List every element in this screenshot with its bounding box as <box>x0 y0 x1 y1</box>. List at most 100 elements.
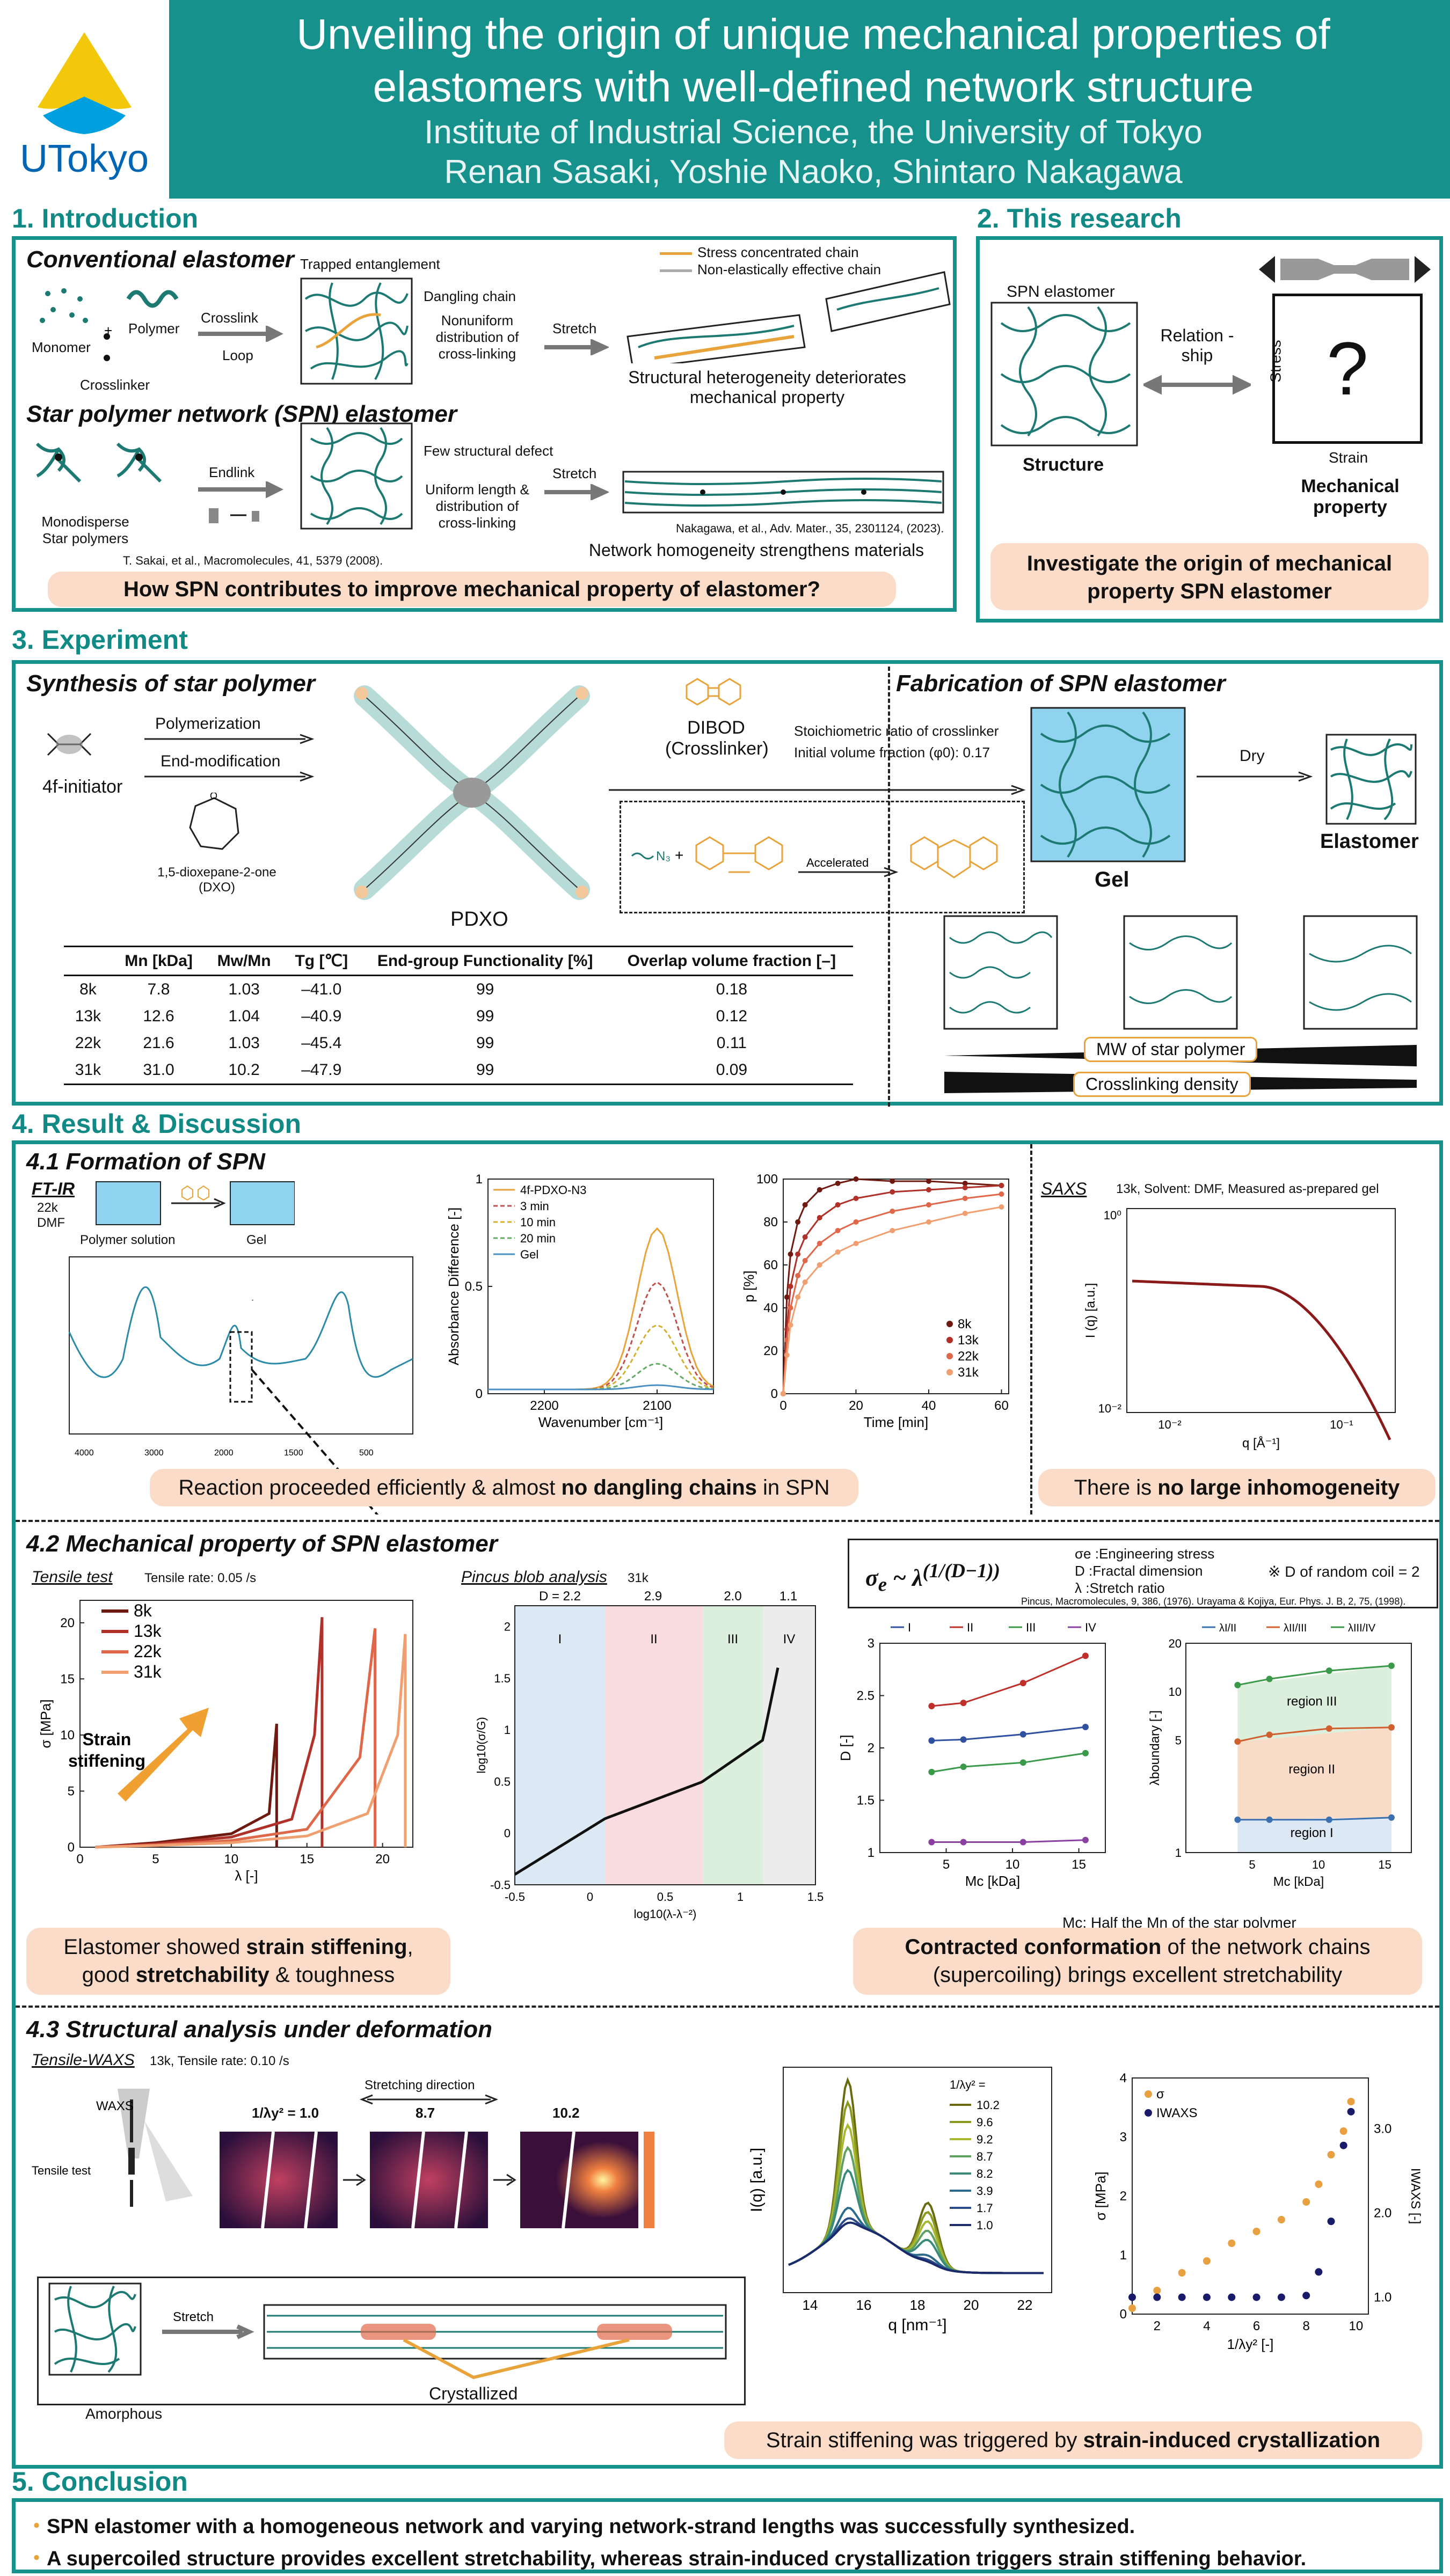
table-row: 31k 31.0 10.2 –47.9 99 0.09 <box>75 1061 748 1079</box>
stretch-direction-label: Stretching direction <box>365 2078 475 2092</box>
crosslink-density-label: Crosslinking density <box>1073 1072 1251 1097</box>
legend-label-8k: 8k <box>958 1317 972 1331</box>
series-line <box>1237 1726 1391 1743</box>
sigma-point <box>1339 2127 1347 2135</box>
intro-box: Conventional elastomer + Monomer Polymer… <box>12 236 957 612</box>
y-tick-label: 5 <box>68 1784 75 1798</box>
svg-text:+: + <box>104 323 112 339</box>
s42-conclusion-b: Contracted conformation of the network c… <box>853 1928 1422 1995</box>
iwaxs-point <box>1302 2292 1310 2300</box>
strain-stiffening-label-1: Strain <box>83 1730 132 1749</box>
x-tick-label: 2 <box>1154 2319 1161 2333</box>
heterogeneity-statement: Structural heterogeneity deteriorates me… <box>628 368 906 407</box>
y-tick-label: 0.5 <box>465 1279 483 1294</box>
x-tick-label: 1 <box>737 1890 744 1904</box>
x-tick-label: 60 <box>994 1399 1009 1413</box>
dry-arrow <box>1197 771 1313 782</box>
iq-legend-label: 1.0 <box>977 2219 993 2232</box>
monodisperse-label: Monodisperse Star polymers <box>41 514 129 546</box>
experiment-divider <box>888 667 890 1107</box>
y-tick-label: 1.5 <box>857 1794 875 1808</box>
x-tick-label: 10⁻² <box>1158 1418 1181 1431</box>
y-tick-label: 2 <box>504 1620 511 1634</box>
authors: Renan Sasaki, Yoshie Naoko, Shintaro Nak… <box>444 153 1183 191</box>
x-axis-label: q [nm⁻¹] <box>888 2316 946 2334</box>
data-point <box>802 1258 808 1263</box>
legend-label-iwaxs: IWAXS <box>1156 2106 1197 2120</box>
iq-legend-title: 1/λy² = <box>950 2078 986 2091</box>
sigma-point <box>1327 2151 1335 2158</box>
iwaxs-point <box>1203 2293 1211 2301</box>
y-tick-label: -0.5 <box>490 1878 511 1892</box>
legend-label: λI/II <box>1219 1622 1236 1634</box>
conventional-network-icon <box>300 277 413 385</box>
data-point <box>817 1215 822 1220</box>
fabrication-heading: Fabrication of SPN elastomer <box>896 670 1226 697</box>
data-point <box>802 1279 808 1285</box>
mech-property-box: ? <box>1272 294 1423 444</box>
ftir-label: FT-IR <box>32 1179 75 1198</box>
conversion-chart: 0 20 40 60 0 20 40 60 80 100 Time [min] p [%] 8k 13k2… <box>741 1172 1009 1430</box>
x-axis-label: Mc [kDa] <box>1273 1875 1324 1889</box>
legend-noneff: Non-elastically effective chain <box>660 261 881 278</box>
logo-text: UTokyo <box>20 137 149 180</box>
conclusion-point-2: ・A supercoiled structure provides excell… <box>26 2548 1307 2570</box>
table-head-overlap: Overlap volume fraction [–] <box>610 946 853 976</box>
data-point <box>784 1352 790 1358</box>
y-tick-label: 15 <box>60 1672 75 1686</box>
legend-label-31k: 31k <box>134 1662 162 1681</box>
data-point <box>1388 1662 1395 1669</box>
y-tick-label: 1 <box>476 1172 483 1187</box>
legend-label-22k: 22k <box>134 1642 162 1661</box>
svg-text:3000: 3000 <box>144 1448 164 1458</box>
data-point <box>835 1249 841 1255</box>
saxs-condition: 13k, Solvent: DMF, Measured as-prepared … <box>1116 1182 1379 1196</box>
ftir-condition: 22k DMF <box>37 1201 65 1230</box>
reference-2: Nakagawa, et al., Adv. Mater., 35, 23011… <box>676 522 944 535</box>
data-point <box>817 1262 822 1268</box>
gel-label: Gel <box>1095 868 1130 891</box>
region-band-I <box>515 1606 605 1885</box>
region-label: III <box>727 1632 738 1646</box>
data-point <box>1325 1725 1332 1732</box>
data-point <box>1266 1731 1273 1738</box>
svg-text:+: + <box>675 847 683 863</box>
legend-label-8k: 8k <box>134 1601 152 1620</box>
plot-frame <box>783 2067 1052 2293</box>
data-point <box>853 1176 859 1182</box>
y-tick-label: 60 <box>763 1258 778 1272</box>
series-line-III <box>931 1752 1086 1773</box>
data-point <box>926 1187 931 1192</box>
y-tick-label: 0 <box>771 1387 778 1401</box>
legend-label: λII/III <box>1284 1622 1307 1634</box>
polymerization-label: Polymerization <box>155 715 261 733</box>
iwaxs-point <box>1228 2293 1236 2301</box>
tensile-test-word: Tensile test <box>32 2164 91 2177</box>
region-label: I <box>558 1632 562 1646</box>
data-point <box>928 1768 935 1775</box>
legend-label-31k: 31k <box>958 1365 979 1380</box>
y-axis-label: I (q) [a.u.] <box>1083 1283 1098 1338</box>
region-label: II <box>650 1632 657 1646</box>
nonuniform-label: Nonuniform distribution of cross-linking <box>435 312 519 362</box>
institute: Institute of Industrial Science, the Uni… <box>424 114 1203 151</box>
plot-frame <box>1185 1643 1412 1853</box>
few-defect-label: Few structural defect <box>424 443 553 459</box>
data-point <box>1388 1724 1395 1731</box>
s41-conclusion-a: Reaction proceeded efficiently & almost … <box>150 1469 858 1506</box>
crystallization-illustration: Stretch <box>48 2282 727 2380</box>
data-point <box>781 1391 786 1396</box>
iq-legend-label: 10.2 <box>977 2098 1000 2112</box>
y-axis-label: I(q) [a.u.] <box>748 2148 766 2212</box>
legend-label-13k: 13k <box>134 1621 162 1641</box>
y2-tick-label: 3.0 <box>1374 2121 1391 2136</box>
broken-network-icon <box>626 271 951 363</box>
legend-label: λIII/IV <box>1348 1622 1376 1634</box>
region-III-fill <box>1237 1665 1391 1742</box>
tensile-waxs-label: Tensile-WAXS <box>32 2051 135 2069</box>
ginkgo-icon: UTokyo <box>20 32 149 180</box>
pincus-formula-box: σe ~ λ(1/(D−1)) σe :Engineering stress D… <box>848 1539 1438 1608</box>
data-point <box>926 1202 931 1208</box>
sol-gel-icons <box>96 1181 295 1225</box>
iwaxs-point <box>1153 2293 1161 2301</box>
